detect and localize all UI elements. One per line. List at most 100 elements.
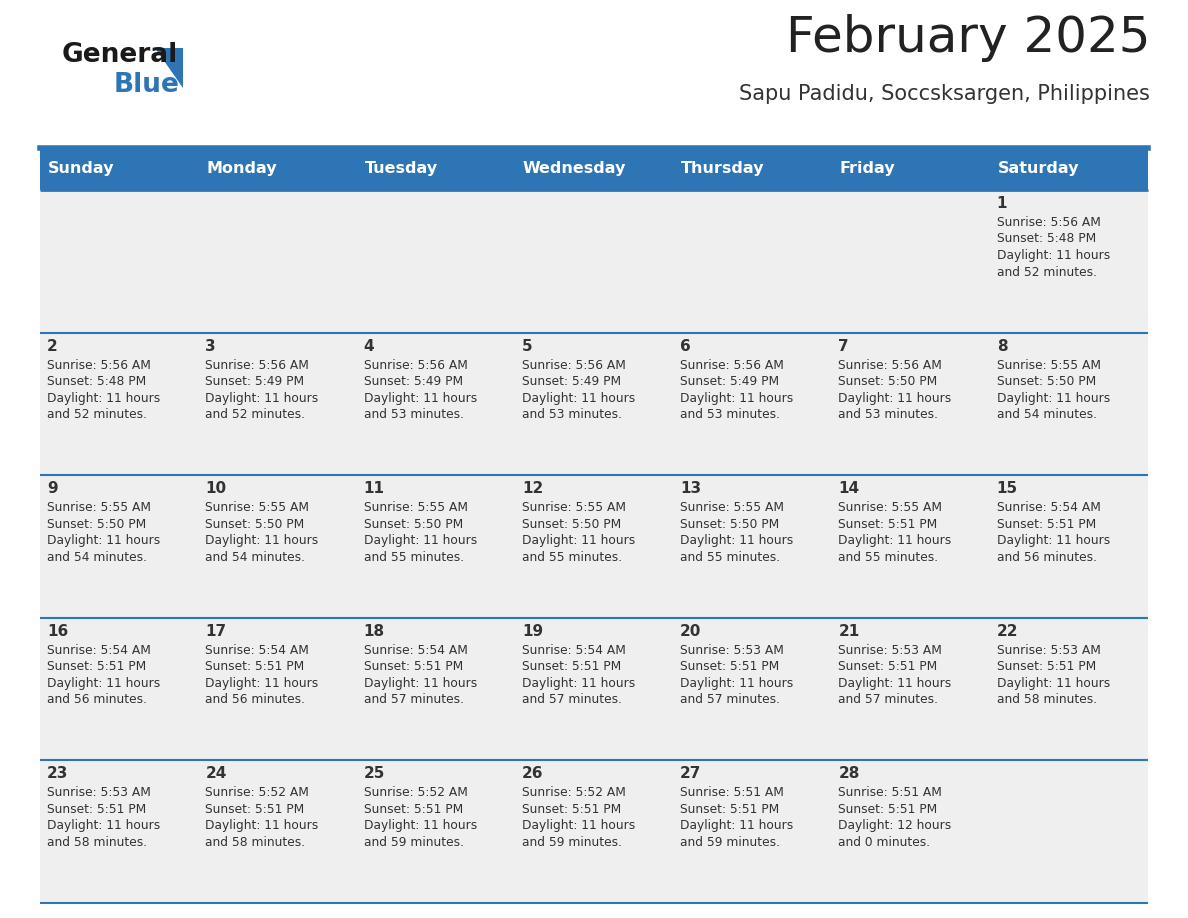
Text: Sunset: 5:50 PM: Sunset: 5:50 PM	[206, 518, 304, 531]
Text: 9: 9	[48, 481, 58, 497]
Text: and 55 minutes.: and 55 minutes.	[522, 551, 623, 564]
Text: Daylight: 11 hours: Daylight: 11 hours	[522, 820, 636, 833]
Text: and 56 minutes.: and 56 minutes.	[997, 551, 1097, 564]
Text: Sunset: 5:51 PM: Sunset: 5:51 PM	[522, 803, 621, 816]
Text: Sunrise: 5:53 AM: Sunrise: 5:53 AM	[839, 644, 942, 656]
Text: Sunset: 5:51 PM: Sunset: 5:51 PM	[364, 803, 463, 816]
Text: and 58 minutes.: and 58 minutes.	[997, 693, 1097, 706]
Text: and 57 minutes.: and 57 minutes.	[839, 693, 939, 706]
Text: Sapu Padidu, Soccsksargen, Philippines: Sapu Padidu, Soccsksargen, Philippines	[739, 84, 1150, 104]
Text: 20: 20	[681, 624, 702, 639]
Bar	[198, 148, 356, 190]
Text: Blue: Blue	[114, 72, 179, 98]
Text: Sunset: 5:48 PM: Sunset: 5:48 PM	[997, 232, 1097, 245]
Bar	[40, 476, 1148, 618]
Text: Sunrise: 5:54 AM: Sunrise: 5:54 AM	[522, 644, 626, 656]
Text: Daylight: 11 hours: Daylight: 11 hours	[48, 677, 160, 689]
Bar	[514, 148, 674, 190]
Text: Daylight: 11 hours: Daylight: 11 hours	[681, 677, 794, 689]
Text: Sunrise: 5:55 AM: Sunrise: 5:55 AM	[48, 501, 151, 514]
Text: and 55 minutes.: and 55 minutes.	[364, 551, 463, 564]
Text: Sunset: 5:50 PM: Sunset: 5:50 PM	[997, 375, 1097, 388]
Text: Daylight: 11 hours: Daylight: 11 hours	[681, 534, 794, 547]
Text: Daylight: 11 hours: Daylight: 11 hours	[364, 677, 476, 689]
Bar	[832, 148, 990, 190]
Text: Sunrise: 5:55 AM: Sunrise: 5:55 AM	[206, 501, 309, 514]
Text: Sunrise: 5:55 AM: Sunrise: 5:55 AM	[681, 501, 784, 514]
Bar	[40, 148, 198, 190]
Text: Sunrise: 5:55 AM: Sunrise: 5:55 AM	[364, 501, 468, 514]
Text: and 56 minutes.: and 56 minutes.	[48, 693, 147, 706]
Text: and 54 minutes.: and 54 minutes.	[206, 551, 305, 564]
Text: Sunset: 5:50 PM: Sunset: 5:50 PM	[522, 518, 621, 531]
Text: Sunday: Sunday	[48, 162, 114, 176]
Text: Daylight: 11 hours: Daylight: 11 hours	[681, 392, 794, 405]
Text: Sunrise: 5:55 AM: Sunrise: 5:55 AM	[997, 359, 1101, 372]
Text: Sunset: 5:49 PM: Sunset: 5:49 PM	[364, 375, 462, 388]
Text: 21: 21	[839, 624, 860, 639]
Text: Sunrise: 5:52 AM: Sunrise: 5:52 AM	[522, 787, 626, 800]
Text: Daylight: 11 hours: Daylight: 11 hours	[522, 677, 636, 689]
Text: Sunrise: 5:53 AM: Sunrise: 5:53 AM	[48, 787, 151, 800]
Text: and 57 minutes.: and 57 minutes.	[681, 693, 781, 706]
Bar	[990, 148, 1148, 190]
Text: Sunset: 5:50 PM: Sunset: 5:50 PM	[839, 375, 937, 388]
Text: and 52 minutes.: and 52 minutes.	[997, 265, 1097, 278]
Text: 6: 6	[681, 339, 691, 353]
Text: and 53 minutes.: and 53 minutes.	[839, 409, 939, 421]
Text: Sunset: 5:49 PM: Sunset: 5:49 PM	[681, 375, 779, 388]
Text: Daylight: 11 hours: Daylight: 11 hours	[48, 534, 160, 547]
Text: Sunset: 5:50 PM: Sunset: 5:50 PM	[48, 518, 146, 531]
Text: Sunset: 5:50 PM: Sunset: 5:50 PM	[681, 518, 779, 531]
Text: Daylight: 11 hours: Daylight: 11 hours	[681, 820, 794, 833]
Text: and 57 minutes.: and 57 minutes.	[364, 693, 463, 706]
Text: Sunrise: 5:53 AM: Sunrise: 5:53 AM	[681, 644, 784, 656]
Text: Sunset: 5:51 PM: Sunset: 5:51 PM	[839, 518, 937, 531]
Text: Sunset: 5:51 PM: Sunset: 5:51 PM	[364, 660, 463, 673]
Text: Sunrise: 5:54 AM: Sunrise: 5:54 AM	[206, 644, 309, 656]
Text: 3: 3	[206, 339, 216, 353]
Text: Sunset: 5:51 PM: Sunset: 5:51 PM	[681, 803, 779, 816]
Text: 5: 5	[522, 339, 532, 353]
Text: Daylight: 11 hours: Daylight: 11 hours	[522, 392, 636, 405]
Text: Daylight: 11 hours: Daylight: 11 hours	[839, 534, 952, 547]
Text: and 52 minutes.: and 52 minutes.	[206, 409, 305, 421]
Text: Daylight: 11 hours: Daylight: 11 hours	[206, 677, 318, 689]
Text: and 58 minutes.: and 58 minutes.	[48, 836, 147, 849]
Text: 15: 15	[997, 481, 1018, 497]
Text: and 59 minutes.: and 59 minutes.	[522, 836, 621, 849]
Text: Daylight: 11 hours: Daylight: 11 hours	[997, 249, 1110, 262]
Text: Sunrise: 5:56 AM: Sunrise: 5:56 AM	[839, 359, 942, 372]
Text: 25: 25	[364, 767, 385, 781]
Text: 18: 18	[364, 624, 385, 639]
Text: 1: 1	[997, 196, 1007, 211]
Text: Sunrise: 5:51 AM: Sunrise: 5:51 AM	[839, 787, 942, 800]
Text: and 0 minutes.: and 0 minutes.	[839, 836, 930, 849]
Text: Daylight: 11 hours: Daylight: 11 hours	[206, 820, 318, 833]
Text: Sunrise: 5:52 AM: Sunrise: 5:52 AM	[206, 787, 309, 800]
Text: 23: 23	[48, 767, 69, 781]
Polygon shape	[154, 48, 183, 88]
Text: 19: 19	[522, 624, 543, 639]
Text: 13: 13	[681, 481, 701, 497]
Text: and 59 minutes.: and 59 minutes.	[364, 836, 463, 849]
Text: and 57 minutes.: and 57 minutes.	[522, 693, 621, 706]
Text: Sunset: 5:51 PM: Sunset: 5:51 PM	[522, 660, 621, 673]
Text: Sunrise: 5:56 AM: Sunrise: 5:56 AM	[48, 359, 151, 372]
Text: Sunrise: 5:56 AM: Sunrise: 5:56 AM	[206, 359, 309, 372]
Text: and 56 minutes.: and 56 minutes.	[206, 693, 305, 706]
Text: Daylight: 11 hours: Daylight: 11 hours	[206, 392, 318, 405]
Text: Daylight: 11 hours: Daylight: 11 hours	[48, 820, 160, 833]
Text: Sunset: 5:51 PM: Sunset: 5:51 PM	[839, 660, 937, 673]
Text: and 55 minutes.: and 55 minutes.	[839, 551, 939, 564]
Text: and 54 minutes.: and 54 minutes.	[48, 551, 147, 564]
Text: Sunrise: 5:56 AM: Sunrise: 5:56 AM	[522, 359, 626, 372]
Text: and 55 minutes.: and 55 minutes.	[681, 551, 781, 564]
Text: Daylight: 11 hours: Daylight: 11 hours	[839, 392, 952, 405]
Text: Sunset: 5:51 PM: Sunset: 5:51 PM	[681, 660, 779, 673]
Text: Sunrise: 5:56 AM: Sunrise: 5:56 AM	[997, 216, 1100, 229]
Text: Sunrise: 5:51 AM: Sunrise: 5:51 AM	[681, 787, 784, 800]
Text: 2: 2	[48, 339, 58, 353]
Text: and 52 minutes.: and 52 minutes.	[48, 409, 147, 421]
Text: Daylight: 11 hours: Daylight: 11 hours	[997, 534, 1110, 547]
